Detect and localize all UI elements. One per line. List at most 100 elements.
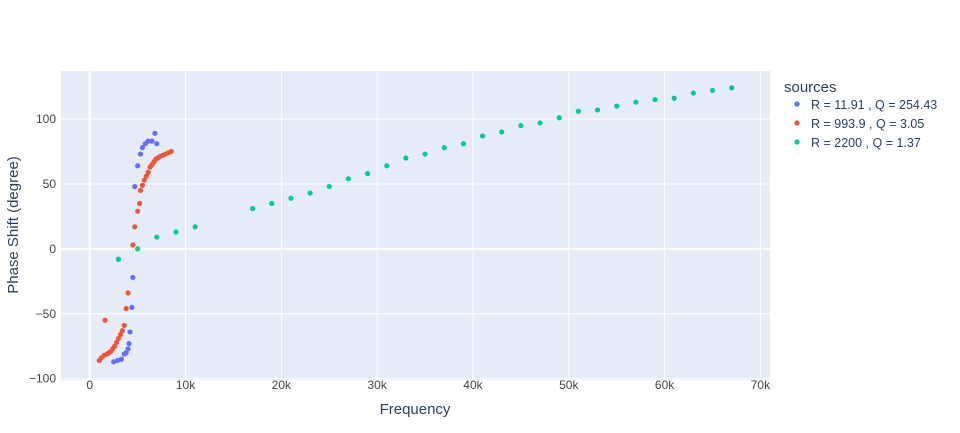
data-point[interactable]: [141, 177, 147, 183]
y-tick-label: 0: [49, 242, 56, 256]
x-tick-label: 60k: [655, 378, 675, 392]
data-point[interactable]: [143, 173, 149, 179]
data-point[interactable]: [130, 274, 136, 281]
data-point[interactable]: [139, 145, 146, 151]
data-point[interactable]: [422, 151, 428, 157]
data-point[interactable]: [709, 87, 716, 94]
data-point[interactable]: [118, 356, 124, 362]
x-tick-label: 0: [86, 378, 93, 392]
x-tick-label: 10k: [176, 378, 196, 392]
data-point[interactable]: [250, 206, 256, 212]
y-axis-title: Phase Shift (degree): [5, 156, 22, 294]
data-point[interactable]: [288, 195, 294, 201]
data-point[interactable]: [123, 350, 129, 356]
data-point[interactable]: [135, 163, 141, 169]
legend-marker: [794, 120, 800, 126]
legend-label: R = 2200 , Q = 1.37: [811, 136, 921, 150]
data-point[interactable]: [441, 145, 447, 151]
data-point[interactable]: [125, 346, 131, 352]
data-point[interactable]: [671, 95, 677, 101]
data-point[interactable]: [518, 122, 524, 129]
data-point[interactable]: [127, 329, 133, 335]
data-point[interactable]: [139, 182, 146, 188]
data-point[interactable]: [132, 183, 138, 190]
data-point[interactable]: [614, 103, 620, 109]
data-point[interactable]: [594, 107, 601, 113]
x-axis-title: Frequency: [380, 401, 451, 418]
x-tick-label: 70k: [751, 378, 771, 392]
data-point[interactable]: [168, 148, 174, 155]
data-point[interactable]: [121, 322, 127, 329]
data-point[interactable]: [154, 141, 160, 147]
data-point[interactable]: [145, 138, 151, 144]
legend-label: R = 993.9 , Q = 3.05: [811, 117, 924, 131]
y-tick-label: −50: [36, 307, 57, 321]
data-point[interactable]: [115, 256, 122, 262]
y-tick-label: 100: [36, 112, 56, 126]
data-point[interactable]: [113, 339, 120, 345]
y-axis-ticks: −100 −50 0 50 100: [29, 112, 56, 386]
data-points: [96, 85, 735, 365]
data-point[interactable]: [154, 234, 160, 240]
data-point[interactable]: [137, 151, 144, 157]
data-point[interactable]: [690, 90, 696, 96]
data-point[interactable]: [129, 304, 135, 310]
series-3: [115, 85, 735, 262]
data-point[interactable]: [145, 169, 151, 175]
data-point[interactable]: [135, 208, 141, 214]
data-point[interactable]: [126, 341, 132, 347]
legend-marker: [794, 139, 800, 145]
y-tick-label: −100: [29, 372, 56, 386]
data-point[interactable]: [130, 242, 136, 248]
series-1: [111, 130, 160, 365]
x-tick-label: 30k: [367, 378, 387, 392]
legend-item[interactable]: R = 11.91 , Q = 254.43: [794, 98, 937, 112]
data-point[interactable]: [117, 331, 124, 338]
data-point[interactable]: [152, 130, 158, 136]
legend[interactable]: sources R = 11.91 , Q = 254.43 R = 993.9 …: [784, 79, 937, 150]
data-point[interactable]: [499, 129, 505, 135]
data-point[interactable]: [307, 190, 313, 196]
data-point[interactable]: [556, 115, 562, 121]
data-point[interactable]: [173, 229, 179, 235]
data-point[interactable]: [652, 96, 658, 103]
data-point[interactable]: [479, 133, 486, 139]
legend-item[interactable]: R = 2200 , Q = 1.37: [794, 136, 921, 150]
grid-lines: [61, 71, 770, 380]
data-point[interactable]: [149, 138, 155, 144]
data-point[interactable]: [136, 200, 143, 207]
legend-title: sources: [784, 79, 837, 96]
legend-item[interactable]: R = 993.9 , Q = 3.05: [794, 117, 924, 131]
data-point[interactable]: [135, 246, 141, 252]
data-point[interactable]: [132, 224, 138, 230]
y-tick-label: 50: [43, 177, 57, 191]
x-tick-label: 50k: [559, 378, 579, 392]
x-tick-label: 40k: [463, 378, 483, 392]
data-point[interactable]: [633, 99, 639, 105]
data-point[interactable]: [125, 290, 131, 296]
data-point[interactable]: [102, 317, 108, 323]
data-point[interactable]: [364, 170, 371, 177]
plot-background: [61, 71, 770, 380]
data-point[interactable]: [326, 183, 332, 190]
series-2: [96, 148, 174, 364]
data-point[interactable]: [123, 305, 129, 312]
data-point[interactable]: [575, 108, 581, 114]
data-point[interactable]: [137, 187, 144, 194]
data-point[interactable]: [119, 328, 125, 334]
x-tick-label: 20k: [272, 378, 292, 392]
data-point[interactable]: [403, 155, 409, 161]
data-point[interactable]: [384, 163, 390, 169]
data-point[interactable]: [112, 343, 118, 349]
data-point[interactable]: [460, 141, 467, 147]
data-point[interactable]: [115, 335, 122, 342]
data-point[interactable]: [192, 224, 198, 230]
data-point[interactable]: [269, 200, 275, 207]
data-point[interactable]: [345, 176, 352, 182]
legend-marker: [794, 101, 800, 107]
x-axis-ticks: 0 10k 20k 30k 40k 50k 60k 70k: [86, 378, 771, 392]
data-point[interactable]: [729, 85, 735, 91]
data-point[interactable]: [537, 120, 543, 126]
legend-label: R = 11.91 , Q = 254.43: [811, 98, 937, 112]
